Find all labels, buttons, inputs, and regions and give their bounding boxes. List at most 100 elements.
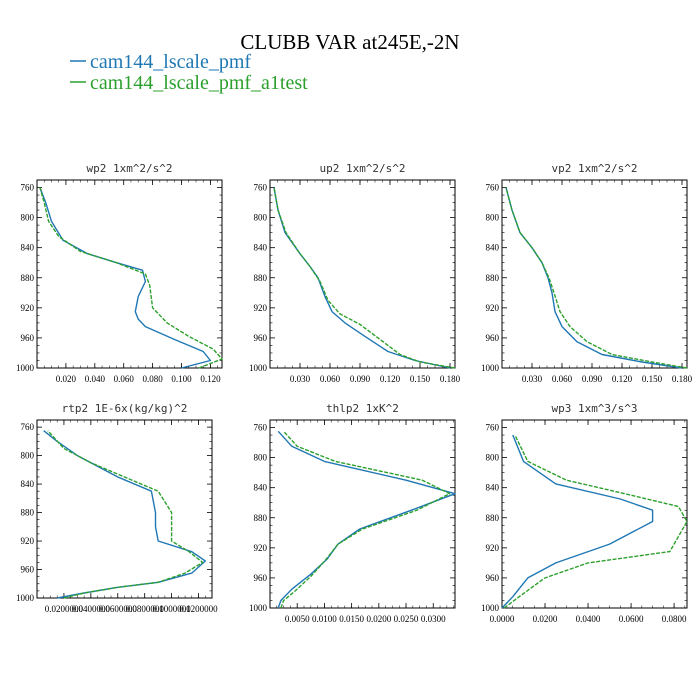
y-tick-label: 840	[486, 483, 500, 493]
series-line-1	[273, 187, 451, 369]
y-tick-label: 800	[254, 453, 268, 463]
series-line-1	[277, 430, 456, 609]
panel-title: rtp2 1E-6x(kg/kg)^2	[62, 402, 188, 415]
y-tick-label: 760	[254, 183, 268, 193]
y-tick-label: 880	[254, 513, 268, 523]
x-tick-label: 0.150	[642, 374, 663, 384]
y-tick-label: 840	[486, 243, 500, 253]
y-tick-label: 880	[486, 513, 500, 523]
x-tick-label: 0.120	[200, 374, 221, 384]
series-line-2	[503, 434, 688, 609]
series-line-1	[505, 187, 683, 369]
y-tick-label: 920	[21, 303, 35, 313]
y-tick-label: 960	[254, 333, 268, 343]
y-tick-label: 960	[21, 565, 35, 575]
panel-4: rtp2 1E-6x(kg/kg)^2 760 800 840 880 920 960 100…	[16, 402, 218, 614]
x-tick-label: 0.0200	[366, 614, 391, 624]
y-tick-label: 800	[21, 213, 35, 223]
x-tick-label: 0.120	[380, 374, 401, 384]
x-tick-label: 0.0800	[662, 614, 687, 624]
y-tick-label: 1000	[16, 593, 35, 603]
panel-title: vp2 1xm^2/s^2	[551, 162, 637, 175]
legend-label-2: cam144_lscale_pmf_a1test	[90, 72, 308, 94]
series-line-2	[39, 187, 223, 369]
legend: cam144_lscale_pmf cam144_lscale_pmf_a1te…	[70, 51, 308, 94]
x-tick-label: 0.0300	[421, 614, 446, 624]
x-tick-label: 0.0800000	[126, 604, 165, 614]
x-tick-label: 0.0600	[619, 614, 644, 624]
x-tick-label: 0.030	[522, 374, 543, 384]
panel-1: wp2 1xm^2/s^2 760 800 840 880 920 960 1000 0.020…	[16, 162, 223, 384]
x-tick-label: 0.080	[143, 374, 164, 384]
y-tick-label: 920	[254, 543, 268, 553]
x-tick-label: 0.1000000	[152, 604, 191, 614]
panel-2: up2 1xm^2/s^2 760 800 840 880 920 960 1000 0.030…	[249, 162, 461, 384]
x-tick-label: 0.090	[582, 374, 603, 384]
y-tick-label: 840	[254, 483, 268, 493]
x-tick-label: 0.060	[114, 374, 135, 384]
panels: wp2 1xm^2/s^2 760 800 840 880 920 960 1000 0.020…	[16, 162, 693, 624]
y-tick-label: 760	[21, 422, 35, 432]
y-tick-label: 840	[21, 243, 35, 253]
y-tick-label: 920	[486, 303, 500, 313]
panel-frame	[501, 179, 688, 369]
x-tick-label: 0.0100	[312, 614, 337, 624]
y-tick-label: 840	[21, 479, 35, 489]
y-tick-label: 1000	[481, 603, 500, 613]
series-line-2	[47, 430, 204, 599]
y-tick-label: 880	[21, 508, 35, 518]
x-tick-label: 0.0150	[339, 614, 364, 624]
x-tick-label: 0.0200	[533, 614, 558, 624]
y-tick-label: 760	[486, 183, 500, 193]
y-tick-label: 920	[486, 543, 500, 553]
y-tick-label: 960	[486, 573, 500, 583]
y-tick-label: 760	[254, 423, 268, 433]
series-line-2	[505, 187, 688, 369]
y-tick-label: 960	[254, 573, 268, 583]
series-line-1	[39, 187, 212, 369]
panel-6: wp3 1xm^3/s^3 760 800 840 880 920 960 10000.000…	[481, 402, 688, 624]
y-tick-label: 760	[21, 183, 35, 193]
y-tick-label: 800	[486, 453, 500, 463]
series-line-1	[43, 430, 207, 599]
y-tick-label: 1000	[249, 363, 268, 373]
x-tick-label: 0.060	[552, 374, 573, 384]
figure-title: CLUBB VAR at245E,-2N	[240, 30, 459, 54]
x-tick-label: 0.0050	[285, 614, 310, 624]
panel-frame	[501, 419, 688, 609]
y-tick-label: 960	[21, 333, 35, 343]
x-tick-label: 0.0600000	[99, 604, 138, 614]
x-tick-label: 0.0000	[490, 614, 515, 624]
series-line-2	[273, 187, 456, 369]
x-tick-label: 0.180	[440, 374, 461, 384]
y-tick-label: 800	[21, 451, 35, 461]
legend-label-1: cam144_lscale_pmf	[90, 51, 251, 73]
y-tick-label: 880	[254, 273, 268, 283]
x-tick-label: 0.1200000	[179, 604, 218, 614]
y-tick-label: 920	[21, 536, 35, 546]
panel-title: thlp2 1xK^2	[326, 402, 399, 415]
x-tick-label: 0.030	[290, 374, 311, 384]
y-tick-label: 1000	[481, 363, 500, 373]
y-tick-label: 880	[21, 273, 35, 283]
panel-title: wp2 1xm^2/s^2	[86, 162, 172, 175]
panel-frame	[269, 179, 456, 369]
panel-frame	[36, 179, 223, 369]
y-tick-label: 920	[254, 303, 268, 313]
x-tick-label: 0.040	[85, 374, 106, 384]
y-tick-label: 960	[486, 333, 500, 343]
x-tick-label: 0.120	[612, 374, 633, 384]
series-line-2	[280, 430, 451, 609]
x-tick-label: 0.090	[350, 374, 371, 384]
y-tick-label: 1000	[16, 363, 35, 373]
x-tick-label: 0.100	[171, 374, 192, 384]
x-tick-label: 0.0200000	[45, 604, 84, 614]
panel-frame	[36, 419, 213, 599]
panel-title: up2 1xm^2/s^2	[319, 162, 405, 175]
x-tick-label: 0.0400000	[72, 604, 111, 614]
x-tick-label: 0.0400	[576, 614, 601, 624]
x-tick-label: 0.0250	[394, 614, 419, 624]
y-tick-label: 800	[254, 213, 268, 223]
